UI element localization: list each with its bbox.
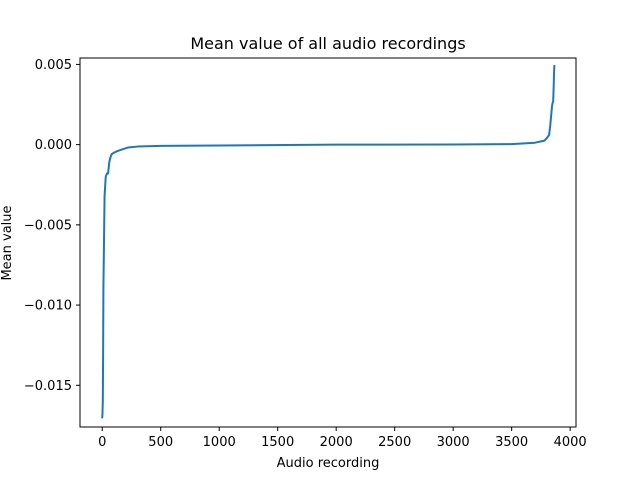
x-tick-label: 500 [148, 435, 173, 450]
x-tick-label: 3500 [495, 435, 528, 450]
axes-frame [79, 57, 577, 428]
y-tick-label: −0.015 [24, 379, 72, 394]
x-tick-label: 2500 [378, 435, 411, 450]
x-tick-label: 3000 [437, 435, 470, 450]
y-axis-label: Mean value [0, 205, 15, 280]
x-axis-label: Audio recording [277, 456, 380, 471]
x-tick-label: 0 [98, 435, 106, 450]
x-tick-label: 1500 [261, 435, 294, 450]
series-layer [101, 64, 556, 419]
y-tick-label: 0.000 [35, 138, 72, 153]
chart-title: Mean value of all audio recordings [190, 34, 465, 53]
y-tick-label: −0.005 [24, 218, 72, 233]
plot-area: 0 500 1000 1500 2000 2500 3000 3500 4000 −0.015−… [24, 57, 587, 450]
x-tick-label: 1000 [203, 435, 236, 450]
series-line-0 [101, 64, 556, 419]
y-axis: −0.015 −0.010 −0.005 0.000 0.005 [24, 58, 80, 394]
x-axis: 0 500 1000 1500 2000 2500 3000 3500 4000 [98, 427, 587, 450]
x-tick-label: 4000 [554, 435, 587, 450]
y-tick-label: −0.010 [24, 299, 72, 314]
x-tick-label: 2000 [320, 435, 353, 450]
y-tick-label: 0.005 [35, 58, 72, 73]
